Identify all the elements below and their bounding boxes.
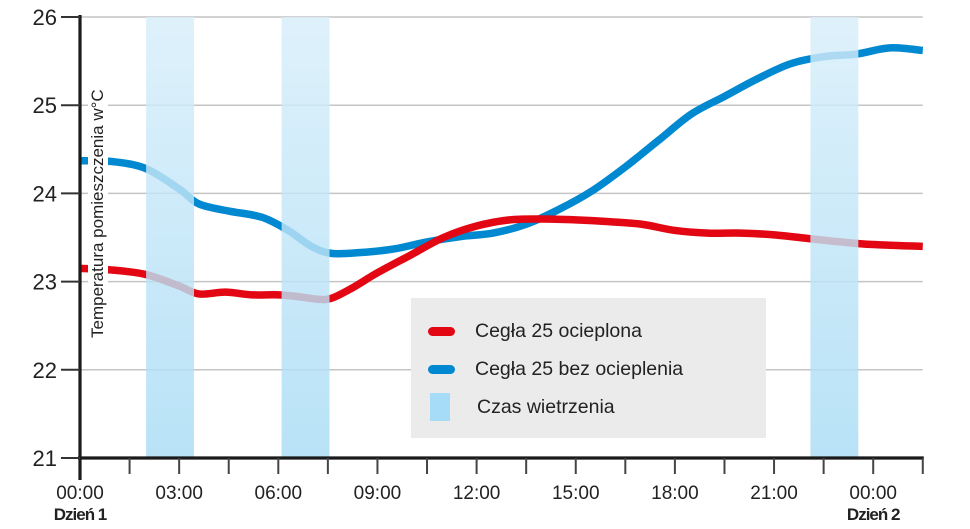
y-tick-label: 25 bbox=[33, 93, 57, 118]
x-tick-label: 21:00 bbox=[750, 483, 798, 504]
axes bbox=[61, 15, 924, 480]
data-series bbox=[79, 44, 924, 304]
x-tick-label: 03:00 bbox=[155, 483, 203, 504]
day-label: Dzień 1 bbox=[54, 505, 107, 524]
legend-item-insulated: Cegła 25 ocieplona bbox=[411, 314, 642, 348]
ventilation-band bbox=[281, 17, 330, 458]
y-tick-label: 21 bbox=[33, 446, 57, 471]
ventilation-bands bbox=[146, 17, 859, 458]
series-line-insulated bbox=[79, 215, 923, 304]
legend-label: Cegła 25 ocieplona bbox=[475, 319, 642, 342]
legend-item-ventilation: Czas wietrzenia bbox=[411, 390, 615, 424]
y-tick-label: 23 bbox=[33, 270, 57, 295]
legend-label: Czas wietrzenia bbox=[477, 395, 615, 418]
series-line-uninsulated bbox=[79, 44, 924, 258]
blue-line-swatch-icon bbox=[428, 364, 455, 374]
legend-item-uninsulated: Cegła 25 bez ocieplenia bbox=[411, 352, 683, 386]
band-swatch-icon bbox=[430, 393, 450, 421]
x-tick-label: 06:00 bbox=[255, 483, 303, 504]
x-tick-label: 00:00 bbox=[56, 483, 104, 504]
legend-label: Cegła 25 bez ocieplenia bbox=[475, 357, 684, 380]
y-axis-title: Temperatura pomieszczenia w°C bbox=[88, 87, 108, 340]
x-tick-label: 09:00 bbox=[354, 483, 402, 504]
ventilation-band bbox=[810, 17, 859, 458]
y-tick-labels: 21 22 23 24 25 26 bbox=[33, 5, 57, 471]
ventilation-band bbox=[146, 17, 195, 458]
legend: Cegła 25 ocieplona Cegła 25 bez ocieplen… bbox=[411, 298, 766, 438]
day-label: Dzień 2 bbox=[847, 505, 900, 524]
y-tick-label: 22 bbox=[33, 358, 57, 383]
x-tick-label: 00:00 bbox=[849, 483, 897, 504]
x-tick-label: 18:00 bbox=[651, 483, 699, 504]
y-tick-label: 26 bbox=[33, 5, 57, 30]
gridlines bbox=[80, 16, 923, 371]
x-tick-label: 15:00 bbox=[552, 483, 600, 504]
y-tick-label: 24 bbox=[33, 181, 57, 206]
x-tick-label: 12:00 bbox=[453, 483, 501, 504]
red-line-swatch-icon bbox=[428, 326, 455, 336]
